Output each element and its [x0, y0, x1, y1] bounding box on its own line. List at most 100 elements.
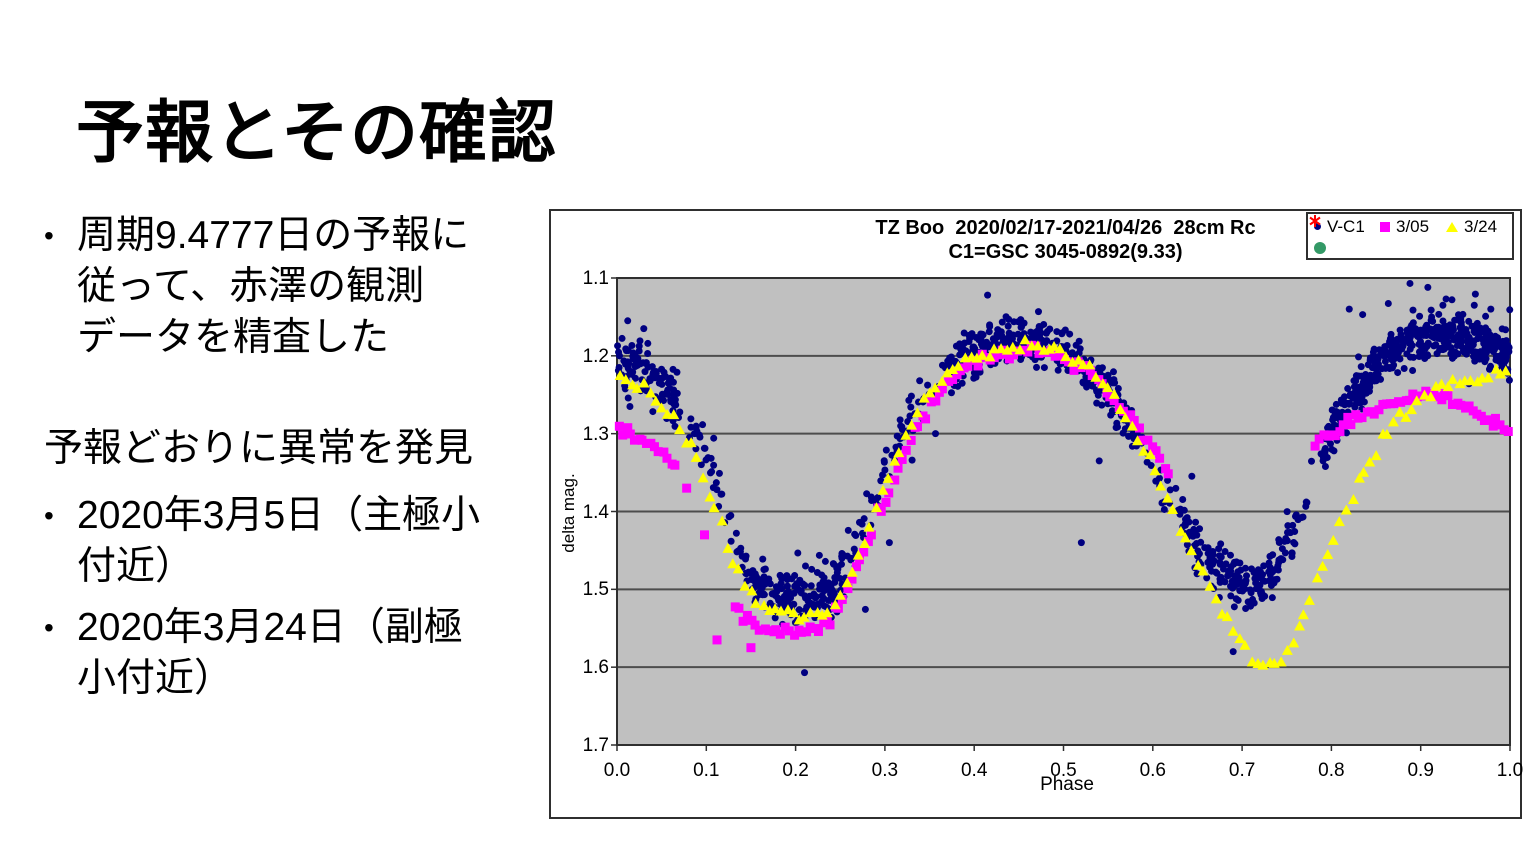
- data-point: [861, 605, 869, 613]
- data-point: [995, 343, 1007, 354]
- data-point: [787, 607, 799, 618]
- data-point: [1415, 348, 1423, 356]
- x-tick-label: 0.7: [1228, 760, 1256, 781]
- data-point: [784, 597, 792, 605]
- data-point: [1192, 559, 1204, 570]
- data-point: [710, 461, 718, 469]
- x-tick-label: 0.0: [603, 760, 631, 781]
- data-point: [908, 456, 916, 464]
- data-point: [1423, 351, 1431, 359]
- list-item: 予報どおりに異常を発見: [44, 423, 549, 474]
- plot-border: [616, 277, 1511, 746]
- data-point: [841, 577, 853, 588]
- y-tick-label: 1.6: [582, 657, 609, 679]
- data-point: [1370, 450, 1382, 461]
- data-point: [801, 669, 809, 677]
- data-point: [700, 444, 708, 452]
- data-point: [1448, 328, 1456, 336]
- data-point: [1175, 525, 1187, 536]
- data-point: [706, 469, 714, 477]
- data-point: [1381, 428, 1393, 439]
- data-point: [1234, 633, 1246, 644]
- data-point: [965, 338, 973, 346]
- data-point: [1014, 330, 1022, 338]
- data-point: [1119, 429, 1127, 437]
- data-point: [976, 349, 988, 360]
- data-point: [746, 643, 756, 653]
- data-point: [881, 497, 891, 507]
- data-point: [1166, 486, 1174, 494]
- data-point: [629, 368, 637, 376]
- data-point: [906, 419, 918, 430]
- data-point: [820, 587, 828, 595]
- data-point: [662, 372, 670, 380]
- data-point: [704, 491, 716, 502]
- data-point: [640, 325, 648, 333]
- data-point: [1413, 327, 1421, 335]
- data-point: [1486, 345, 1494, 353]
- data-point: [1411, 395, 1423, 406]
- data-point: [1208, 567, 1216, 575]
- data-point: [674, 424, 686, 435]
- data-point: [645, 387, 657, 398]
- data-point: [722, 542, 734, 553]
- data-point: [1344, 385, 1352, 393]
- data-point: [1453, 341, 1461, 349]
- data-point: [739, 580, 751, 591]
- data-point: [1192, 518, 1200, 526]
- data-point: [790, 630, 800, 640]
- data-point: [958, 379, 966, 387]
- data-point: [1155, 453, 1165, 463]
- data-point: [783, 589, 791, 597]
- data-point: [1359, 311, 1367, 319]
- data-point: [1054, 343, 1066, 354]
- data-point: [906, 435, 916, 445]
- data-point: [631, 382, 643, 393]
- bullet-text: 2020年3月24日（副極 小付近）: [77, 606, 463, 700]
- data-point: [810, 590, 818, 598]
- data-point: [1196, 525, 1204, 533]
- data-point: [1448, 296, 1456, 304]
- data-point: [1058, 329, 1066, 337]
- data-point: [973, 361, 983, 371]
- data-point: [1500, 345, 1508, 353]
- data-point: [863, 490, 871, 498]
- data-point: [750, 597, 762, 608]
- data-point: [1210, 557, 1218, 565]
- data-point: [890, 475, 900, 485]
- data-point: [1023, 347, 1033, 357]
- data-point: [1194, 547, 1202, 555]
- data-point: [1351, 403, 1359, 411]
- data-point: [650, 395, 662, 406]
- data-point: [1384, 300, 1392, 308]
- data-point: [641, 368, 649, 376]
- data-point: [1203, 574, 1211, 582]
- data-point: [1360, 398, 1368, 406]
- data-point: [1424, 283, 1432, 291]
- data-point: [810, 601, 818, 609]
- data-point: [1279, 556, 1287, 564]
- data-point: [1143, 458, 1151, 466]
- data-point: [829, 599, 841, 610]
- data-point: [1189, 532, 1197, 540]
- data-point: [1369, 409, 1379, 419]
- data-point: [1370, 377, 1378, 385]
- data-point: [1230, 558, 1238, 566]
- data-point: [1297, 609, 1309, 620]
- data-point: [771, 625, 781, 635]
- data-point: [1050, 351, 1060, 361]
- data-point: [1107, 411, 1115, 419]
- data-point: [1041, 339, 1049, 347]
- data-point: [631, 374, 639, 382]
- data-point: [1032, 340, 1044, 351]
- data-point: [807, 582, 815, 590]
- data-point: [1151, 446, 1161, 456]
- data-point: [1365, 387, 1373, 395]
- data-point: [1317, 560, 1329, 571]
- data-point: [1281, 644, 1293, 655]
- data-point: [1436, 328, 1444, 336]
- data-point: [778, 595, 786, 603]
- data-point: [1188, 472, 1196, 480]
- legend-label: 3/05: [1396, 216, 1430, 236]
- data-point: [795, 606, 803, 614]
